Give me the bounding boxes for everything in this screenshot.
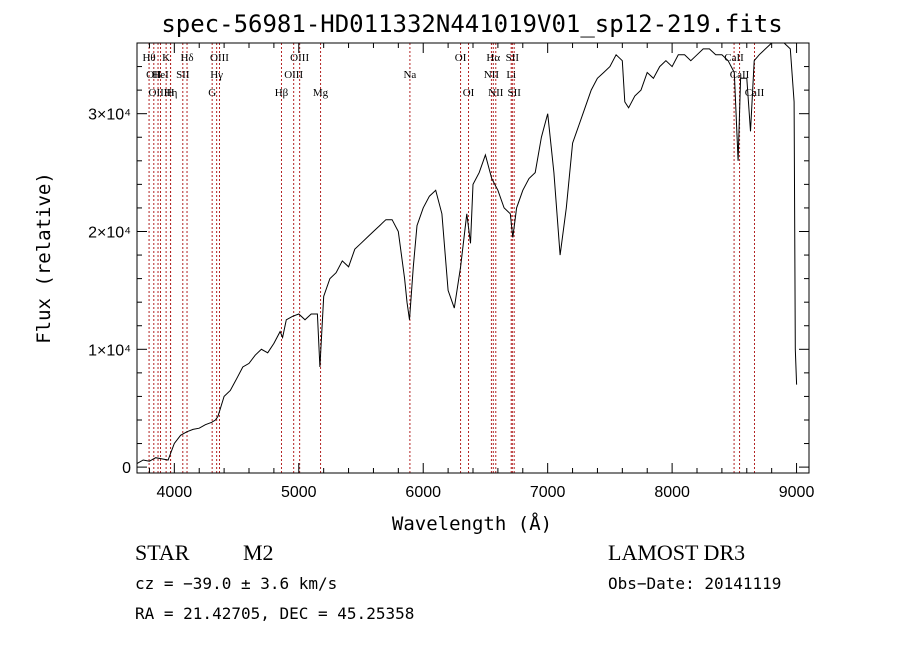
subclass: M2 bbox=[243, 540, 274, 565]
line-label: OIII bbox=[149, 87, 168, 99]
line-label: Mg bbox=[313, 87, 329, 99]
line-label: Hα bbox=[486, 52, 500, 64]
line-label: H bbox=[166, 87, 174, 99]
plot-frame bbox=[136, 42, 810, 474]
y-tick-label: 2×10⁴ bbox=[88, 224, 131, 241]
line-label: Hβ bbox=[275, 87, 289, 99]
line-label: SII bbox=[507, 87, 521, 99]
chart-title: spec-56981-HD011332N441019V01_sp12-219.f… bbox=[161, 10, 782, 38]
x-tick-label: 4000 bbox=[157, 484, 193, 501]
x-tick-label: 9000 bbox=[779, 484, 815, 501]
object-class: STAR bbox=[135, 540, 190, 565]
y-axis-label: Flux (relative) bbox=[33, 172, 55, 344]
line-label: OI bbox=[455, 52, 467, 64]
line-label: NII bbox=[488, 87, 504, 99]
line-label: OI bbox=[463, 87, 475, 99]
line-label: Hγ bbox=[210, 69, 223, 81]
x-axis-label: Wavelength (Å) bbox=[392, 512, 552, 535]
spectrum-series bbox=[136, 42, 798, 465]
obs-date: Obs−Date: 20141119 bbox=[608, 574, 782, 593]
y-axis: 0 1×10⁴ 2×10⁴ 3×10⁴ bbox=[88, 66, 809, 477]
line-label: K bbox=[162, 52, 170, 64]
line-label: CaII bbox=[724, 52, 744, 64]
line-label: OII bbox=[146, 69, 162, 81]
cz-value: cz = −39.0 ± 3.6 km/s bbox=[135, 574, 338, 593]
line-label: OIII bbox=[284, 69, 303, 81]
line-label: SII bbox=[176, 69, 190, 81]
line-label: OIII bbox=[210, 52, 229, 64]
line-label: NII bbox=[484, 69, 500, 81]
y-tick-label: 0 bbox=[122, 460, 131, 477]
line-label: Hδ bbox=[180, 52, 193, 64]
survey-name: LAMOST DR3 bbox=[608, 540, 746, 565]
coordinates: RA = 21.42705, DEC = 45.25358 bbox=[135, 604, 415, 623]
line-label: Hη bbox=[164, 87, 178, 99]
line-label: Na bbox=[403, 69, 416, 81]
x-tick-label: 7000 bbox=[530, 484, 566, 501]
line-label: SII bbox=[506, 52, 520, 64]
y-tick-label: 1×10⁴ bbox=[88, 342, 131, 359]
x-axis: 4000 5000 6000 7000 8000 9000 bbox=[148, 43, 815, 501]
line-label: OIII bbox=[290, 52, 309, 64]
line-labels: HθOIIOIIIHeIKHηHSIIHδGHγOIIIHβOIIIOIIIMg… bbox=[142, 52, 764, 99]
line-label: HeI bbox=[152, 69, 169, 81]
line-label: G bbox=[208, 87, 216, 99]
line-label: Hθ bbox=[142, 52, 155, 64]
x-tick-label: 6000 bbox=[405, 484, 441, 501]
x-tick-label: 8000 bbox=[654, 484, 690, 501]
line-label: CaII bbox=[745, 87, 765, 99]
line-label: Li bbox=[506, 69, 516, 81]
line-markers bbox=[148, 43, 755, 473]
x-tick-label: 5000 bbox=[281, 484, 317, 501]
y-tick-label: 3×10⁴ bbox=[88, 107, 131, 124]
